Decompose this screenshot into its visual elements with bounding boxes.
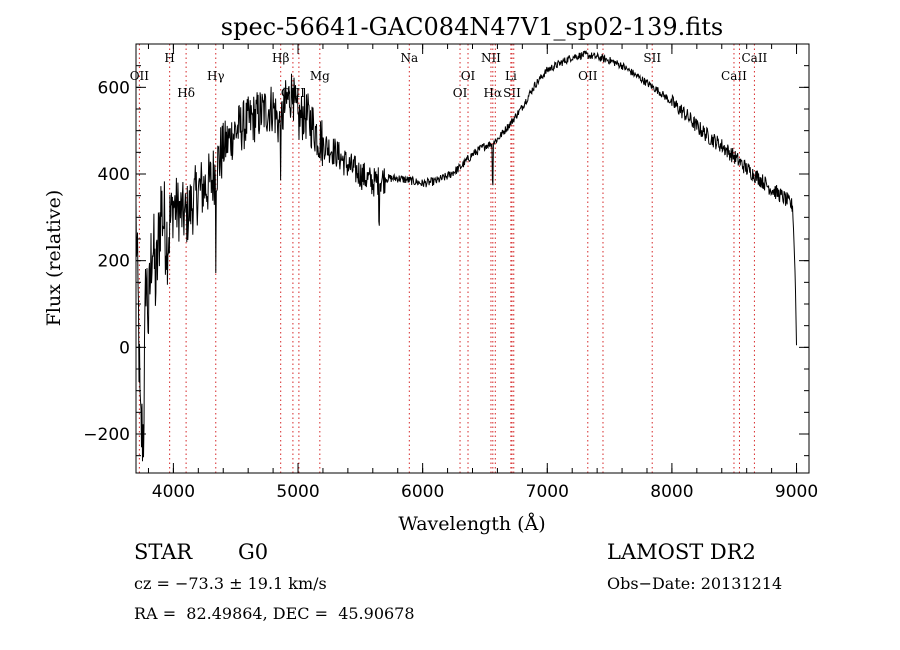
x-tick-label: 8000	[650, 482, 693, 502]
line-marker-label: OI	[461, 69, 476, 83]
line-marker-label: NII	[481, 51, 501, 65]
x-tick-label: 4000	[152, 482, 195, 502]
x-axis-label: Wavelength (Å)	[398, 513, 545, 535]
redshift-readout: cz = −73.3 ± 19.1 km/s	[134, 574, 327, 593]
spectrum-series	[135, 50, 797, 462]
x-tick-label: 9000	[775, 482, 818, 502]
line-marker-label: OII	[130, 69, 150, 83]
obs-date-readout: Obs−Date: 20131214	[607, 574, 783, 593]
survey-label: LAMOST DR2	[607, 540, 756, 564]
x-tick-label: 5000	[276, 482, 319, 502]
chart-title: spec-56641-GAC084N47V1_sp02-139.fits	[221, 13, 723, 41]
y-tick-label: 400	[98, 165, 130, 185]
object-class: STAR	[134, 540, 193, 564]
plot-axes: 4000 5000 6000 7000 8000 9000 −200 0 200 400 600	[83, 43, 818, 502]
line-marker-label: SII	[503, 86, 521, 100]
line-marker-label: H	[164, 51, 174, 65]
line-markers: OIIHHδHγHβOIIIMgNaOIOINIIHαLiSIIOIISIICa…	[130, 44, 768, 473]
y-tick-label: 0	[119, 338, 130, 358]
plot-frame	[135, 43, 810, 474]
spectrum-line	[135, 50, 797, 462]
line-marker-label: Hβ	[272, 51, 289, 65]
line-marker-label: Mg	[310, 69, 330, 83]
line-marker-label: SII	[643, 51, 661, 65]
y-tick-label: 200	[98, 252, 130, 272]
line-marker-label: CaII	[721, 69, 747, 83]
line-marker-label: Hα	[484, 86, 503, 100]
coordinates-readout: RA = 82.49864, DEC = 45.90678	[134, 604, 415, 623]
line-marker-label: OI	[453, 86, 468, 100]
object-subclass: G0	[238, 540, 269, 564]
y-axis-label: Flux (relative)	[43, 190, 65, 327]
y-tick-label: −200	[83, 425, 130, 445]
x-tick-label: 7000	[526, 482, 569, 502]
line-marker-label: Hγ	[207, 69, 225, 83]
line-marker-label: Na	[400, 51, 418, 65]
line-marker-label: Li	[505, 69, 517, 83]
y-tick-label: 600	[98, 78, 130, 98]
line-marker-label: CaII	[741, 51, 767, 65]
line-marker-label: OII	[578, 69, 598, 83]
x-tick-label: 6000	[401, 482, 444, 502]
line-marker-label: Hδ	[177, 86, 195, 100]
